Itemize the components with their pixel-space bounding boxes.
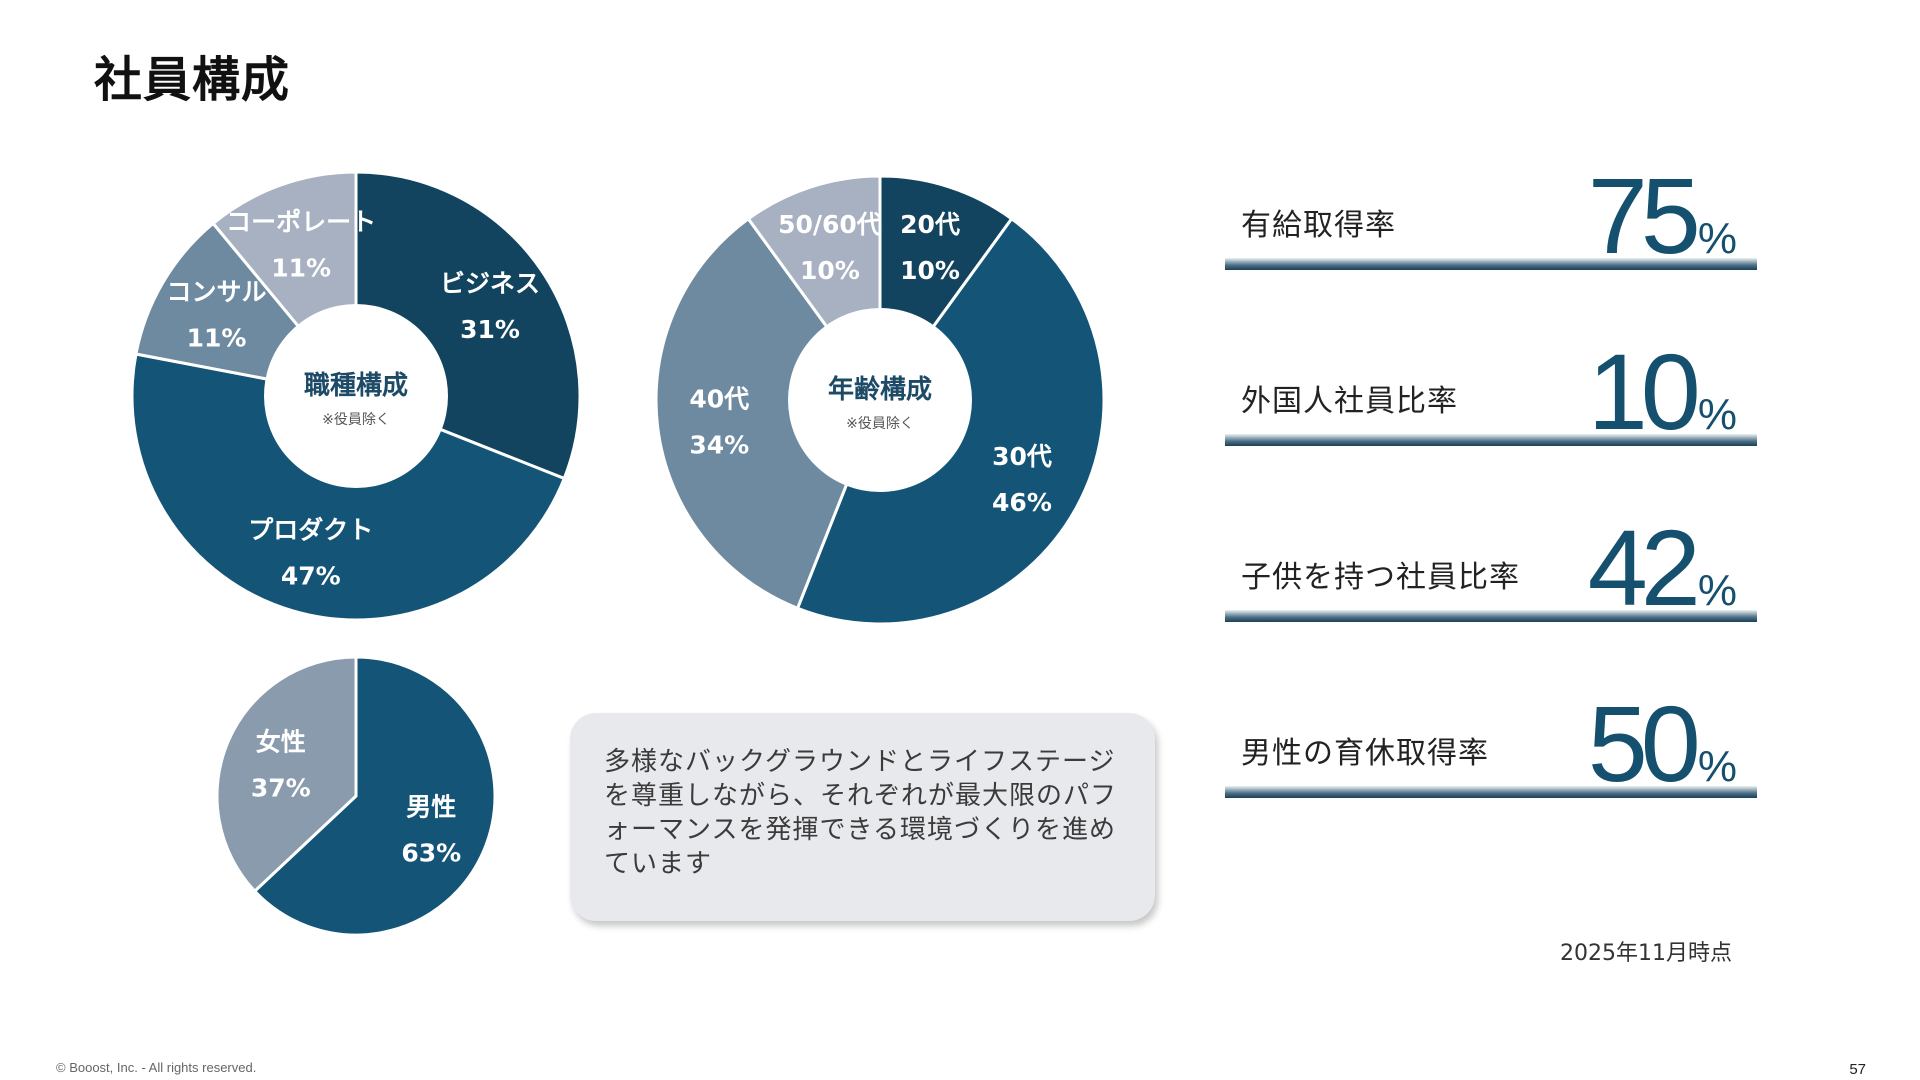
chart-2-slice-0-label: 男性 [406, 793, 456, 822]
stat-unit: % [1697, 566, 1737, 615]
stat-value: 10% [1588, 338, 1737, 446]
chart-0-slice-3-label: コーポレート [226, 208, 376, 237]
chart-2-slice-1 [215, 655, 358, 894]
stat-number: 10 [1587, 331, 1701, 452]
chart-1-slice-0-value-label: 10% [900, 256, 960, 285]
as-of-date: 2025年11月時点 [1560, 941, 1732, 966]
chart-0-title: 職種構成 [304, 371, 408, 401]
chart-1-slice-0-label: 20代 [900, 210, 960, 239]
chart-2-slice-1-label: 女性 [256, 727, 306, 756]
stat-underline-bar [1225, 434, 1757, 446]
page-number: 57 [1849, 1061, 1866, 1078]
chart-1-slice-2-label: 40代 [689, 384, 749, 413]
chart-0-slice-0-value-label: 31% [460, 315, 520, 344]
stat-row-foreign-employees: 外国人社員比率 10% [1225, 338, 1757, 446]
chart-1-slice-3-label: 50/60代 [778, 210, 882, 239]
stat-row-male-parental-leave: 男性の育休取得率 50% [1225, 690, 1757, 798]
stat-number: 50 [1587, 683, 1701, 804]
chart-2-slice-1-value-label: 37% [251, 773, 311, 802]
stat-unit: % [1697, 390, 1737, 439]
stat-value: 42% [1588, 514, 1737, 622]
stat-underline-bar [1225, 610, 1757, 622]
stat-row-parent-employees: 子供を持つ社員比率 42% [1225, 514, 1757, 622]
chart-0-slice-3-value-label: 11% [271, 254, 331, 283]
stat-row-paid-leave: 有給取得率 75% [1225, 162, 1757, 270]
chart-0-subtitle: ※役員除く [322, 412, 390, 428]
stat-unit: % [1697, 742, 1737, 791]
stat-value: 50% [1588, 690, 1737, 798]
chart-1-slice-2-value-label: 34% [689, 430, 749, 459]
chart-0-slice-0-label: ビジネス [440, 269, 540, 298]
gender-pie-chart: 男性 63% 女性 37% [215, 655, 497, 937]
chart-1-donut-hole [788, 308, 972, 492]
chart-0-slice-1-label: プロダクト [248, 516, 373, 545]
message-box: 多様なバックグラウンドとライフステージを尊重しながら、それぞれが最大限のパフォー… [570, 713, 1155, 921]
chart-2-slice-0 [252, 655, 497, 937]
stat-number: 75 [1587, 155, 1701, 276]
message-text: 多様なバックグラウンドとライフステージを尊重しながら、それぞれが最大限のパフォー… [604, 747, 1118, 879]
stat-underline-bar [1225, 786, 1757, 798]
chart-0-donut-hole [264, 304, 448, 488]
chart-0-slice-1-value-label: 47% [281, 562, 341, 591]
stat-number: 42 [1587, 507, 1701, 628]
age-donut-chart: 20代 10% 30代 46% 40代 34% 50/60代 10% 年齢構成 ※役員除く [654, 174, 1106, 626]
chart-1-slice-1-value-label: 46% [992, 488, 1052, 517]
chart-0-slice-2-value-label: 11% [187, 324, 247, 353]
chart-1-slice-1-label: 30代 [992, 442, 1052, 471]
page-title: 社員構成 [94, 52, 291, 108]
stat-label: 子供を持つ社員比率 [1241, 560, 1520, 595]
chart-1-subtitle: ※役員除く [846, 416, 914, 432]
chart-1-slice-3-value-label: 10% [800, 256, 860, 285]
stat-label: 有給取得率 [1241, 208, 1396, 243]
stat-label: 外国人社員比率 [1241, 384, 1458, 419]
chart-2-slice-0-value-label: 63% [401, 839, 461, 868]
chart-1-slice-2 [654, 216, 882, 611]
stat-value: 75% [1588, 162, 1737, 270]
stat-underline-bar [1225, 258, 1757, 270]
copyright: © Booost, Inc. - All rights reserved. [56, 1060, 257, 1075]
stat-unit: % [1697, 214, 1737, 263]
chart-0-slice-2-label: コンサル [167, 278, 267, 307]
stat-label: 男性の育休取得率 [1241, 736, 1489, 771]
chart-1-title: 年齢構成 [828, 374, 932, 405]
